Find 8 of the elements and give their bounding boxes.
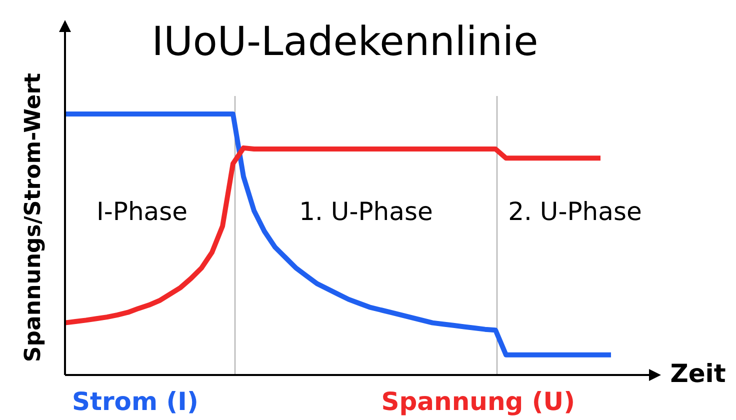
- annotation: 1. U-Phase: [299, 197, 433, 226]
- y-axis-title: Spannungs/Strom-Wert: [21, 72, 46, 362]
- text: Strom (I): [72, 387, 198, 416]
- chart-title: IUoU-Ladekennlinie: [152, 19, 538, 65]
- text: Spannung (U): [381, 387, 575, 416]
- annotation: 2. U-Phase: [508, 197, 642, 226]
- x-axis-title: Zeit: [670, 359, 726, 388]
- annotation: I-Phase: [96, 197, 188, 226]
